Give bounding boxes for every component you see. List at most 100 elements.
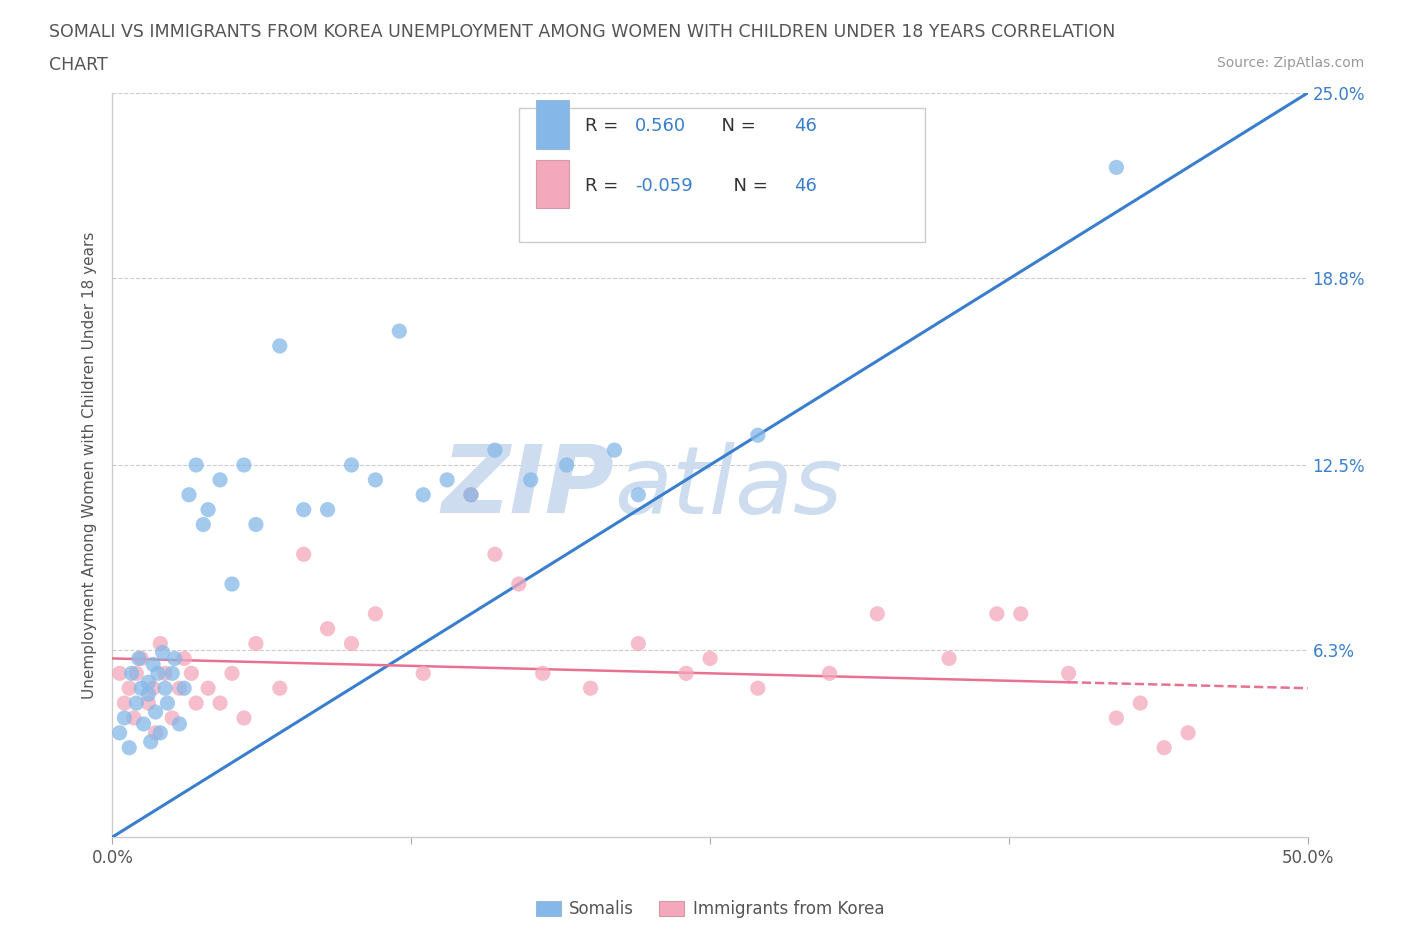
Text: 46: 46 <box>794 177 817 195</box>
Point <box>866 606 889 621</box>
Point <box>122 711 145 725</box>
Point <box>156 696 179 711</box>
FancyBboxPatch shape <box>519 108 925 242</box>
Point <box>197 502 219 517</box>
Point <box>699 651 721 666</box>
Point <box>108 666 131 681</box>
Point <box>484 443 506 458</box>
Point <box>121 666 143 681</box>
Point <box>1153 740 1175 755</box>
Point <box>1105 711 1128 725</box>
Point <box>292 502 315 517</box>
Point <box>340 458 363 472</box>
Text: SOMALI VS IMMIGRANTS FROM KOREA UNEMPLOYMENT AMONG WOMEN WITH CHILDREN UNDER 18 : SOMALI VS IMMIGRANTS FROM KOREA UNEMPLOY… <box>49 23 1115 41</box>
Point <box>412 666 434 681</box>
Point <box>747 428 769 443</box>
Point <box>169 681 191 696</box>
Point <box>163 651 186 666</box>
Point <box>627 487 650 502</box>
Point <box>1010 606 1032 621</box>
Text: CHART: CHART <box>49 56 108 73</box>
Point <box>627 636 650 651</box>
Text: N =: N = <box>710 117 762 136</box>
Text: 46: 46 <box>794 117 817 136</box>
Point <box>114 696 135 711</box>
Point <box>169 716 191 731</box>
Point <box>340 636 363 651</box>
Point <box>186 458 208 472</box>
Point <box>269 339 291 353</box>
Point <box>153 666 176 681</box>
Y-axis label: Unemployment Among Women with Children Under 18 years: Unemployment Among Women with Children U… <box>82 232 97 698</box>
Point <box>129 651 152 666</box>
Point <box>233 458 256 472</box>
Point <box>209 472 232 487</box>
Point <box>316 621 339 636</box>
Point <box>142 681 165 696</box>
Point <box>138 686 160 701</box>
Point <box>388 324 411 339</box>
Point <box>484 547 506 562</box>
Point <box>209 696 232 711</box>
Point <box>436 472 458 487</box>
Point <box>177 487 200 502</box>
Point <box>162 711 183 725</box>
FancyBboxPatch shape <box>536 160 569 208</box>
Point <box>412 487 434 502</box>
Point <box>747 681 769 696</box>
Text: 0.560: 0.560 <box>634 117 686 136</box>
Point <box>460 487 482 502</box>
Point <box>142 657 165 671</box>
Point <box>146 666 169 681</box>
Point <box>173 681 195 696</box>
Text: N =: N = <box>723 177 773 195</box>
Point <box>114 711 135 725</box>
Point <box>197 681 219 696</box>
Point <box>531 666 554 681</box>
Point <box>108 725 131 740</box>
Point <box>173 651 195 666</box>
Text: atlas: atlas <box>614 442 842 533</box>
Point <box>221 577 243 591</box>
Point <box>153 681 176 696</box>
Point <box>579 681 602 696</box>
Point <box>145 725 167 740</box>
Point <box>938 651 960 666</box>
FancyBboxPatch shape <box>536 100 569 149</box>
Point <box>149 636 172 651</box>
Point <box>818 666 841 681</box>
Point <box>233 711 256 725</box>
Point <box>145 705 167 720</box>
Point <box>162 666 183 681</box>
Text: R =: R = <box>585 117 623 136</box>
Point <box>1105 160 1128 175</box>
Point <box>364 606 387 621</box>
Point <box>129 681 152 696</box>
Point <box>675 666 697 681</box>
Point <box>508 577 530 591</box>
Point <box>269 681 291 696</box>
Point <box>125 696 148 711</box>
Text: Source: ZipAtlas.com: Source: ZipAtlas.com <box>1216 56 1364 70</box>
Text: ZIP: ZIP <box>441 442 614 533</box>
Point <box>149 725 172 740</box>
Point <box>138 675 160 690</box>
Point <box>186 696 208 711</box>
Point <box>118 740 141 755</box>
Point <box>128 651 150 666</box>
Point <box>245 517 267 532</box>
Point <box>520 472 543 487</box>
Point <box>221 666 243 681</box>
Point <box>986 606 1008 621</box>
Text: -0.059: -0.059 <box>634 177 693 195</box>
Legend: Somalis, Immigrants from Korea: Somalis, Immigrants from Korea <box>536 900 884 918</box>
Point <box>138 696 160 711</box>
Point <box>1057 666 1080 681</box>
Text: R =: R = <box>585 177 623 195</box>
Point <box>152 645 174 660</box>
Point <box>125 666 148 681</box>
Point <box>603 443 626 458</box>
Point <box>245 636 267 651</box>
Point <box>180 666 202 681</box>
Point <box>118 681 141 696</box>
